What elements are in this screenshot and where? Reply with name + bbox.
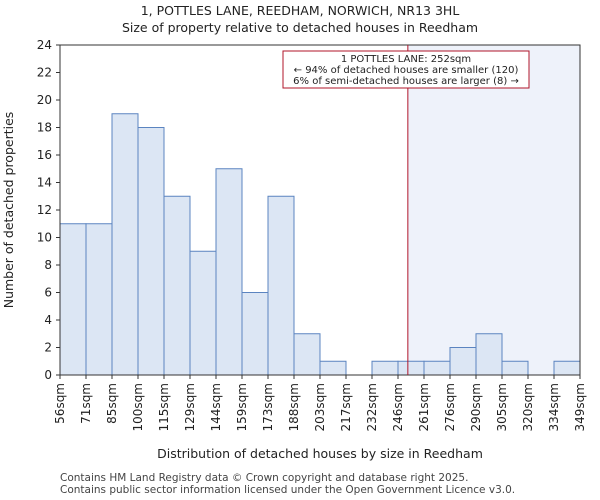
x-axis-label: Distribution of detached houses by size … bbox=[157, 446, 483, 461]
x-tick-label: 144sqm bbox=[209, 383, 223, 431]
x-tick-label: 188sqm bbox=[287, 383, 301, 431]
chart-title: 1, POTTLES LANE, REEDHAM, NORWICH, NR13 … bbox=[140, 3, 460, 18]
x-tick-label: 334sqm bbox=[547, 383, 561, 431]
histogram-bar bbox=[189, 250, 217, 376]
y-tick-label: 10 bbox=[37, 231, 52, 245]
annotation-line: 1 POTTLES LANE: 252sqm bbox=[341, 54, 471, 65]
annotation-box bbox=[282, 50, 530, 89]
x-tick-label: 71sqm bbox=[79, 383, 93, 424]
x-tick-label: 246sqm bbox=[391, 383, 405, 431]
y-tick-label: 12 bbox=[37, 203, 52, 217]
histogram-bar bbox=[475, 333, 503, 376]
x-tick-label: 232sqm bbox=[365, 383, 379, 431]
histogram-bar bbox=[85, 223, 113, 376]
y-tick-label: 2 bbox=[44, 341, 52, 355]
histogram-bar bbox=[423, 360, 451, 376]
histogram-bar bbox=[111, 113, 139, 376]
x-tick-label: 276sqm bbox=[443, 383, 457, 431]
y-axis-label: Number of detached properties bbox=[1, 112, 16, 309]
chart-subtitle: Size of property relative to detached ho… bbox=[121, 20, 479, 35]
histogram-bar bbox=[241, 292, 269, 376]
y-tick-label: 4 bbox=[44, 313, 52, 327]
x-tick-label: 305sqm bbox=[495, 383, 509, 431]
histogram-bar bbox=[501, 360, 529, 376]
histogram-bar bbox=[319, 360, 347, 376]
annotation-line: ← 94% of detached houses are smaller (12… bbox=[294, 65, 519, 76]
y-tick-label: 22 bbox=[37, 66, 52, 80]
y-tick-label: 6 bbox=[44, 286, 52, 300]
histogram-bar bbox=[137, 127, 165, 376]
x-tick-label: 56sqm bbox=[53, 383, 67, 424]
footer-line-2: Contains public sector information licen… bbox=[60, 484, 516, 496]
x-tick-label: 261sqm bbox=[417, 383, 431, 431]
x-tick-label: 115sqm bbox=[157, 383, 171, 431]
x-tick-label: 203sqm bbox=[313, 383, 327, 431]
histogram-bar bbox=[215, 168, 243, 376]
histogram-bar bbox=[267, 195, 295, 376]
y-tick-label: 0 bbox=[44, 368, 52, 382]
x-tick-label: 129sqm bbox=[183, 383, 197, 431]
x-tick-label: 320sqm bbox=[521, 383, 535, 431]
y-tick-label: 20 bbox=[37, 93, 52, 107]
histogram-bar bbox=[397, 360, 425, 376]
y-tick-label: 16 bbox=[37, 148, 52, 162]
x-tick-label: 217sqm bbox=[339, 383, 353, 431]
x-tick-label: 100sqm bbox=[131, 383, 145, 431]
y-tick-label: 8 bbox=[44, 258, 52, 272]
histogram-bar bbox=[371, 360, 399, 376]
histogram-bar bbox=[163, 195, 191, 376]
y-tick-label: 24 bbox=[37, 38, 52, 52]
x-tick-label: 290sqm bbox=[469, 383, 483, 431]
histogram-bar bbox=[59, 223, 87, 376]
y-tick-label: 18 bbox=[37, 121, 52, 135]
x-tick-label: 85sqm bbox=[105, 383, 119, 424]
highlight-region bbox=[407, 45, 580, 375]
annotation-line: 6% of semi-detached houses are larger (8… bbox=[293, 76, 519, 87]
histogram-bar bbox=[293, 333, 321, 376]
x-tick-label: 173sqm bbox=[261, 383, 275, 431]
x-tick-label: 159sqm bbox=[235, 383, 249, 431]
x-tick-label: 349sqm bbox=[573, 383, 587, 431]
footer-line-1: Contains HM Land Registry data © Crown c… bbox=[60, 472, 469, 484]
histogram-bar bbox=[449, 347, 477, 376]
y-tick-label: 14 bbox=[37, 176, 52, 190]
histogram-bar bbox=[553, 360, 581, 376]
